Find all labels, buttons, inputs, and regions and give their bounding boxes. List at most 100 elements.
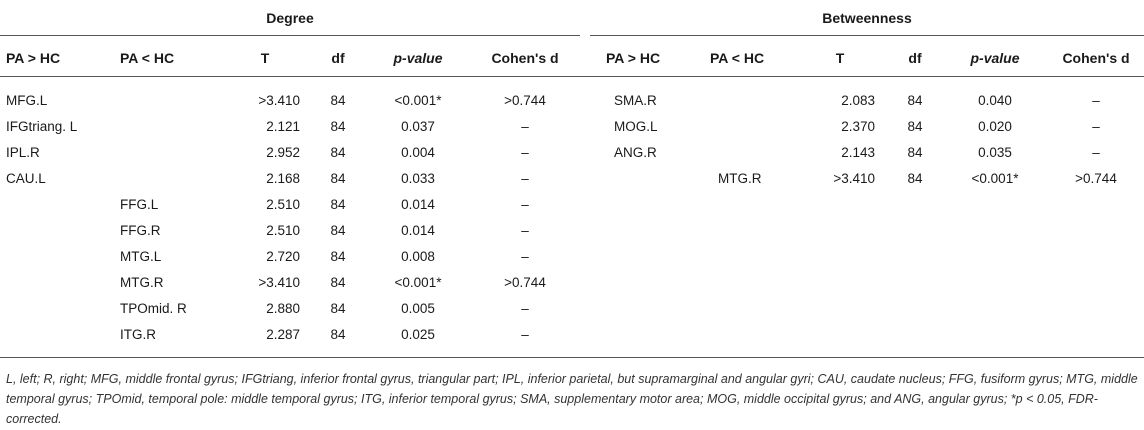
table-row: FFG.R 2.510 84 0.014 – <box>0 218 1144 244</box>
degree-header-df: df <box>331 50 345 66</box>
degree-header-p-value-text: p-value <box>393 50 443 66</box>
betweenness-cell-pa-lt-hc: MTG.R <box>718 171 762 186</box>
betweenness-cell-df: 84 <box>907 119 923 134</box>
betweenness-cell-df: 84 <box>907 145 923 160</box>
degree-cell-cohens-d: – <box>521 197 529 212</box>
betweenness-cell-t: 2.143 <box>841 145 875 160</box>
degree-header-t: T <box>260 50 270 66</box>
header-rule <box>0 76 1144 77</box>
degree-header-cohens-d: Cohen's d <box>491 50 559 66</box>
degree-cell-pa-lt-hc: MTG.L <box>120 249 162 264</box>
degree-cell-df: 84 <box>330 327 346 342</box>
degree-cell-df: 84 <box>330 145 346 160</box>
degree-cell-p-value: 0.033 <box>401 171 435 186</box>
degree-cell-df: 84 <box>330 119 346 134</box>
betweenness-cell-t: 2.083 <box>841 93 875 108</box>
table-row: IPL.R 2.952 84 0.004 – <box>0 140 1144 166</box>
degree-cell-cohens-d: >0.744 <box>504 93 546 108</box>
degree-cell-cohens-d: – <box>521 223 529 238</box>
degree-header-pa-lt-hc: PA < HC <box>120 50 175 66</box>
degree-cell-cohens-d: – <box>521 301 529 316</box>
table-row: MOG.L 2.370 84 0.020 – <box>0 114 1144 140</box>
table-row: CAU.L 2.168 84 0.033 – <box>0 166 1144 192</box>
betweenness-cell-t: 2.370 <box>841 119 875 134</box>
table-row: MTG.R >3.410 84 <0.001* >0.744 <box>0 270 1144 296</box>
degree-cell-p-value: 0.008 <box>401 249 435 264</box>
betweenness-cell-cohens-d: >0.744 <box>1075 171 1117 186</box>
degree-cell-cohens-d: – <box>521 145 529 160</box>
betweenness-cell-pa-gt-hc: MOG.L <box>614 119 658 134</box>
column-header-row: PA > HC PA < HC T df p-value Cohen's d P… <box>0 48 1144 68</box>
degree-cell-p-value: 0.037 <box>401 119 435 134</box>
degree-cell-pa-lt-hc: FFG.R <box>120 223 161 238</box>
betweenness-cell-p-value: 0.035 <box>978 145 1012 160</box>
degree-cell-df: 84 <box>330 93 346 108</box>
table-row: IFGtriang. L 2.121 84 0.037 – <box>0 114 1144 140</box>
betweenness-cell-df: 84 <box>907 93 923 108</box>
table-row: TPOmid. R 2.880 84 0.005 – <box>0 296 1144 322</box>
betweenness-header-df: df <box>908 50 922 66</box>
degree-cell-cohens-d: – <box>521 171 529 186</box>
betweenness-cell-df: 84 <box>907 171 923 186</box>
degree-cell-df: 84 <box>330 223 346 238</box>
degree-cell-pa-lt-hc: TPOmid. R <box>120 301 187 316</box>
degree-cell-p-value: 0.014 <box>401 223 435 238</box>
betweenness-cell-pa-gt-hc: SMA.R <box>614 93 657 108</box>
degree-cell-df: 84 <box>330 301 346 316</box>
betweenness-header-p-value-text: p-value <box>970 50 1020 66</box>
degree-cell-df: 84 <box>330 197 346 212</box>
degree-cell-p-value: 0.025 <box>401 327 435 342</box>
degree-cell-p-value: 0.005 <box>401 301 435 316</box>
degree-cell-t: >3.410 <box>258 93 300 108</box>
degree-cell-pa-lt-hc: ITG.R <box>120 327 156 342</box>
degree-cell-cohens-d: – <box>521 327 529 342</box>
degree-cell-df: 84 <box>330 249 346 264</box>
betweenness-group-title: Betweenness <box>822 10 912 26</box>
betweenness-cell-cohens-d: – <box>1092 145 1100 160</box>
betweenness-cell-t: >3.410 <box>833 171 875 186</box>
betweenness-header-p-value: p-value <box>955 48 1035 68</box>
degree-cell-p-value: <0.001* <box>394 93 442 108</box>
degree-cell-pa-gt-hc: IPL.R <box>6 145 40 160</box>
betweenness-cell-cohens-d: – <box>1092 93 1100 108</box>
table-row: MTG.L 2.720 84 0.008 – <box>0 244 1144 270</box>
degree-cell-p-value: 0.004 <box>401 145 435 160</box>
bottom-rule <box>0 357 1144 358</box>
degree-cell-t: 2.287 <box>266 327 300 342</box>
degree-cell-t: 2.510 <box>266 197 300 212</box>
degree-cell-p-value: 0.014 <box>401 197 435 212</box>
table-row: FFG.L 2.510 84 0.014 – <box>0 192 1144 218</box>
betweenness-group-rule <box>590 35 1144 36</box>
degree-cell-cohens-d: – <box>521 249 529 264</box>
degree-cell-pa-lt-hc: FFG.L <box>120 197 159 212</box>
betweenness-cell-pa-gt-hc: ANG.R <box>614 145 657 160</box>
degree-header-p-value: p-value <box>378 48 458 68</box>
betweenness-cell-p-value: <0.001* <box>971 171 1019 186</box>
table-footnote: L, left; R, right; MFG, middle frontal g… <box>6 372 1138 426</box>
degree-cell-t: 2.121 <box>266 119 300 134</box>
degree-cell-t: >3.410 <box>258 275 300 290</box>
degree-cell-t: 2.168 <box>266 171 300 186</box>
degree-cell-df: 84 <box>330 275 346 290</box>
degree-cell-t: 2.720 <box>266 249 300 264</box>
betweenness-header-pa-gt-hc: PA > HC <box>606 50 661 66</box>
degree-header-pa-gt-hc: PA > HC <box>6 50 61 66</box>
betweenness-cell-p-value: 0.020 <box>978 119 1012 134</box>
betweenness-cell-p-value: 0.040 <box>978 93 1012 108</box>
table-row: ITG.R 2.287 84 0.025 – <box>0 322 1144 348</box>
degree-cell-t: 2.510 <box>266 223 300 238</box>
degree-cell-pa-gt-hc: IFGtriang. L <box>6 119 78 134</box>
betweenness-header-pa-lt-hc: PA < HC <box>710 50 765 66</box>
table-row: MTG.R >3.410 84 <0.001* >0.744 <box>0 166 1144 192</box>
degree-cell-p-value: <0.001* <box>394 275 442 290</box>
degree-cell-pa-gt-hc: CAU.L <box>6 171 46 186</box>
table-row: SMA.R 2.083 84 0.040 – <box>0 88 1144 114</box>
degree-cell-df: 84 <box>330 171 346 186</box>
degree-cell-pa-gt-hc: MFG.L <box>6 93 48 108</box>
betweenness-header-cohens-d: Cohen's d <box>1062 50 1130 66</box>
degree-group-title: Degree <box>266 10 314 26</box>
table-row: ANG.R 2.143 84 0.035 – <box>0 140 1144 166</box>
degree-group-rule <box>0 35 580 36</box>
betweenness-cell-cohens-d: – <box>1092 119 1100 134</box>
